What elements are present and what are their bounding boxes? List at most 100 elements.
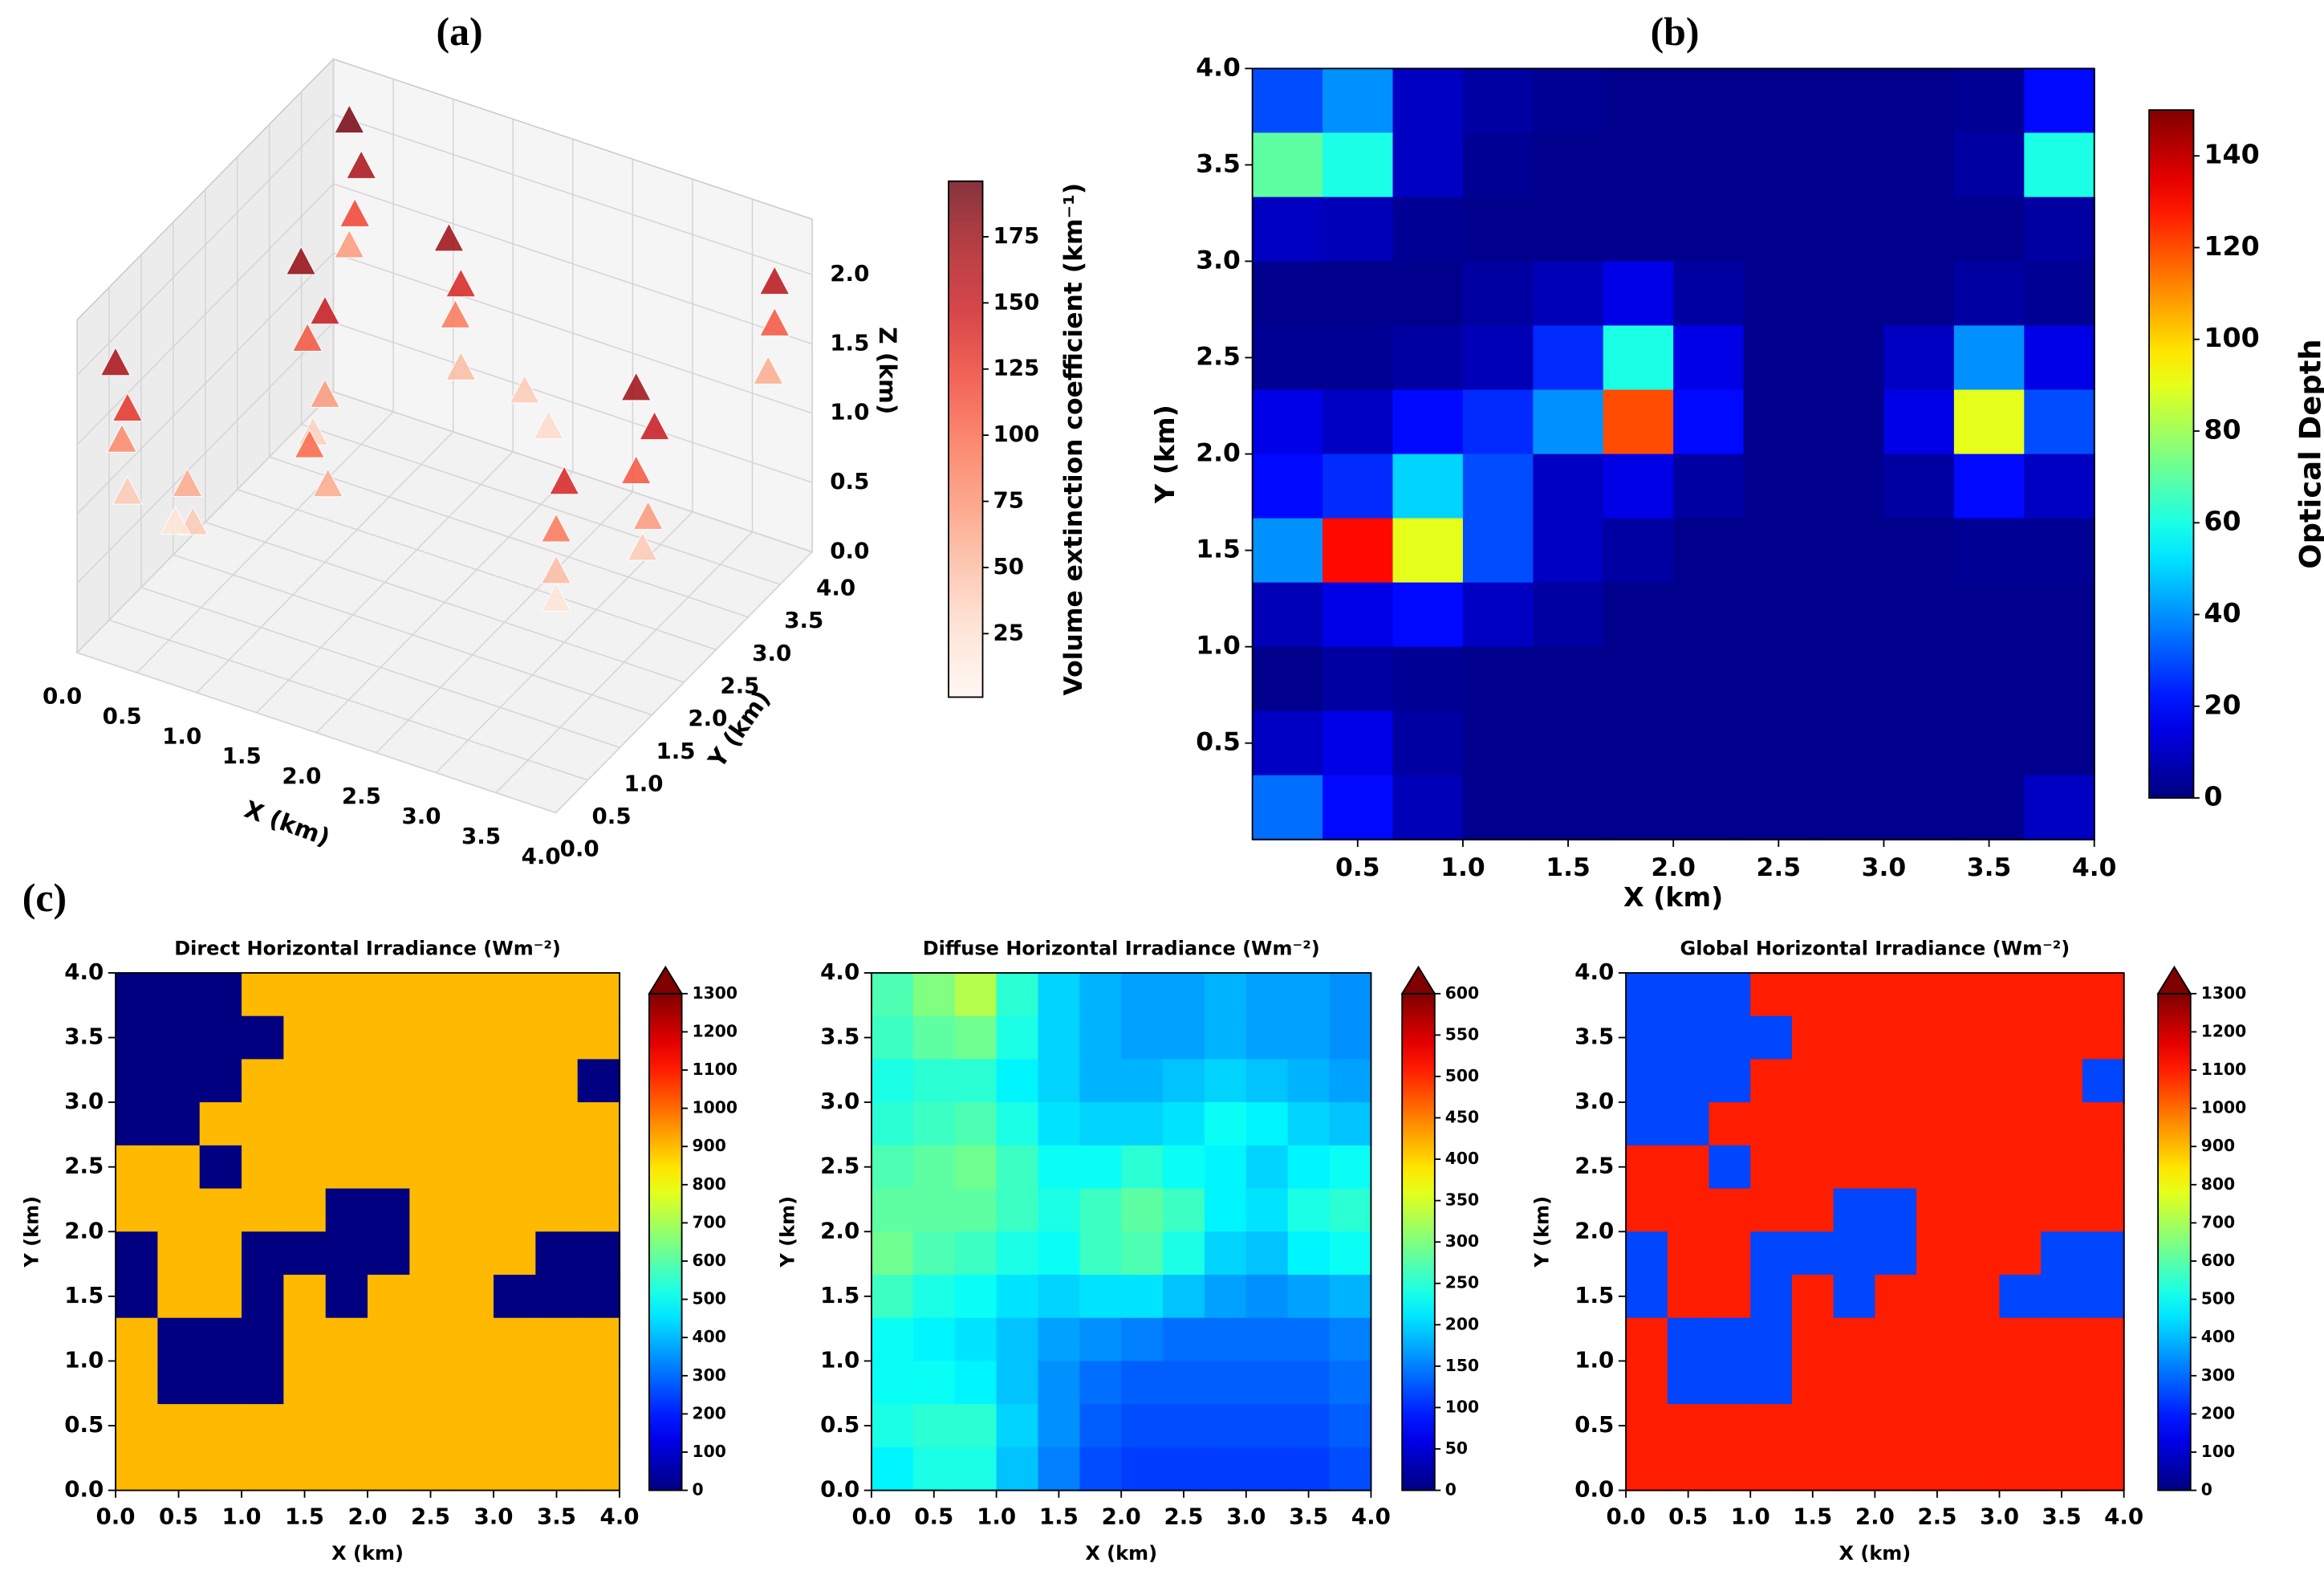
heatmap-cell bbox=[1750, 1274, 1794, 1319]
heatmap-cell bbox=[1603, 68, 1675, 134]
heatmap-cell bbox=[1667, 1404, 1710, 1448]
heatmap-cell bbox=[1533, 710, 1604, 776]
heatmap-cell bbox=[1163, 1317, 1206, 1362]
heatmap-cell bbox=[1462, 775, 1534, 840]
heatmap-cell bbox=[535, 1188, 579, 1233]
heatmap-cell bbox=[1533, 454, 1604, 519]
heatmap-cell bbox=[283, 1188, 327, 1233]
heatmap-cell bbox=[451, 1317, 495, 1362]
scatter-point bbox=[294, 429, 325, 458]
heatmap-cell bbox=[1750, 1404, 1794, 1448]
heatmap-cell bbox=[494, 1361, 537, 1406]
heatmap-cell bbox=[2082, 1404, 2125, 1448]
heatmap-cell bbox=[1814, 710, 1885, 776]
heatmap-cell bbox=[1883, 582, 1955, 648]
heatmap-cell bbox=[199, 1188, 243, 1233]
heatmap-cell bbox=[325, 1102, 369, 1146]
colorbar-tick-label: 600 bbox=[693, 1251, 726, 1270]
heatmap-cell bbox=[2041, 1447, 2084, 1491]
colorbar-tick-label: 0 bbox=[693, 1480, 704, 1500]
heatmap-cell bbox=[912, 1317, 956, 1362]
heatmap-cell bbox=[199, 1361, 243, 1406]
colorbar-tick-label: 500 bbox=[2201, 1289, 2235, 1308]
colorbar-tick-label: 20 bbox=[2204, 689, 2241, 720]
colorbar bbox=[2148, 109, 2195, 799]
x-tick-label: 4.0 bbox=[522, 843, 561, 869]
heatmap-cell bbox=[242, 972, 285, 1017]
colorbar-tick-label: 50 bbox=[1445, 1438, 1468, 1458]
x-tick-label: 2.0 bbox=[1651, 853, 1696, 882]
heatmap-cell bbox=[2024, 775, 2095, 840]
heatmap-cell bbox=[2082, 1274, 2125, 1319]
y-tick-label: 2.5 bbox=[1574, 1153, 1614, 1179]
heatmap-cell bbox=[1121, 1404, 1164, 1448]
scatter-point bbox=[632, 500, 664, 530]
heatmap-cell bbox=[1957, 1404, 2001, 1448]
heatmap-cell bbox=[954, 1317, 997, 1362]
heatmap-cell bbox=[2024, 197, 2095, 262]
heatmap-cell bbox=[1287, 972, 1331, 1017]
heatmap-cell bbox=[1533, 197, 1604, 262]
y-tick-label: 0.0 bbox=[64, 1476, 104, 1503]
colorbar-tick-label: 400 bbox=[693, 1327, 726, 1346]
heatmap-cell bbox=[1875, 1145, 1918, 1190]
heatmap-cell bbox=[1392, 197, 1465, 262]
heatmap-cell bbox=[157, 972, 201, 1017]
heatmap-cell bbox=[1038, 1231, 1081, 1276]
heatmap-cell bbox=[1252, 518, 1324, 584]
x-tick-label: 1.5 bbox=[1039, 1503, 1079, 1529]
heatmap-cell bbox=[1708, 1145, 1752, 1190]
heatmap-cell bbox=[283, 972, 327, 1017]
y-tick-label: 4.0 bbox=[1574, 958, 1614, 985]
heatmap-cell bbox=[1814, 261, 1885, 327]
x-tick-label: 4.0 bbox=[2072, 853, 2117, 882]
heatmap-cell bbox=[1533, 325, 1604, 391]
colorbar-tick-label: 600 bbox=[2201, 1251, 2235, 1270]
heatmap-cell bbox=[1252, 325, 1324, 391]
grid-line bbox=[108, 619, 588, 781]
heatmap-cell bbox=[1245, 1188, 1289, 1233]
heatmap-cell bbox=[1875, 1059, 1918, 1104]
heatmap-cell bbox=[1833, 1015, 1876, 1060]
scatter-point bbox=[100, 347, 132, 376]
heatmap-cell bbox=[872, 1102, 914, 1146]
x-tick-label: 3.0 bbox=[401, 803, 441, 829]
heatmap-cell bbox=[1287, 1015, 1331, 1060]
y-tick-label: 1.5 bbox=[820, 1282, 859, 1308]
x-tick-label: 2.0 bbox=[1855, 1503, 1895, 1529]
heatmap-cell bbox=[872, 1145, 914, 1190]
y-tick-label: 0.5 bbox=[1196, 728, 1241, 757]
scatter-point bbox=[620, 372, 652, 401]
heatmap-cell bbox=[1392, 325, 1465, 391]
heatmap-cell bbox=[1667, 1231, 1710, 1276]
heatmap-cell bbox=[409, 1059, 453, 1104]
heatmap-cell bbox=[116, 972, 159, 1017]
grid-line bbox=[333, 391, 813, 553]
grid-line bbox=[76, 114, 335, 376]
heatmap-cell bbox=[1999, 1188, 2042, 1233]
heatmap-cell bbox=[1883, 197, 1955, 262]
heatmap-cell bbox=[2082, 972, 2125, 1017]
heatmap-cell bbox=[1957, 1317, 2001, 1362]
x-tick-label: 0.5 bbox=[1668, 1503, 1708, 1529]
heatmap-cell bbox=[283, 1317, 327, 1362]
heatmap-cell bbox=[409, 1145, 453, 1190]
y-tick-label: 2.0 bbox=[1574, 1217, 1614, 1243]
heatmap-cell bbox=[1163, 1145, 1206, 1190]
heatmap-cell bbox=[1957, 1059, 2001, 1104]
heatmap-cell bbox=[1121, 1231, 1164, 1276]
heatmap-cell bbox=[1163, 1274, 1206, 1319]
heatmap-cell bbox=[451, 1145, 495, 1190]
heatmap-cell bbox=[1626, 1404, 1668, 1448]
heatmap-cell bbox=[1329, 972, 1372, 1017]
heatmap-cell bbox=[116, 1447, 159, 1491]
heatmap-cell bbox=[1121, 1317, 1164, 1362]
heatmap-cell bbox=[157, 1145, 201, 1190]
heatmap-cell bbox=[116, 1404, 159, 1448]
panel-label: (b) bbox=[1651, 10, 1700, 54]
heatmap-cell bbox=[1667, 1361, 1710, 1406]
colorbar-tick-label: 25 bbox=[993, 619, 1024, 645]
heatmap-cell bbox=[1462, 197, 1534, 262]
heatmap-cell bbox=[535, 972, 579, 1017]
heatmap-cell bbox=[2082, 1188, 2125, 1233]
